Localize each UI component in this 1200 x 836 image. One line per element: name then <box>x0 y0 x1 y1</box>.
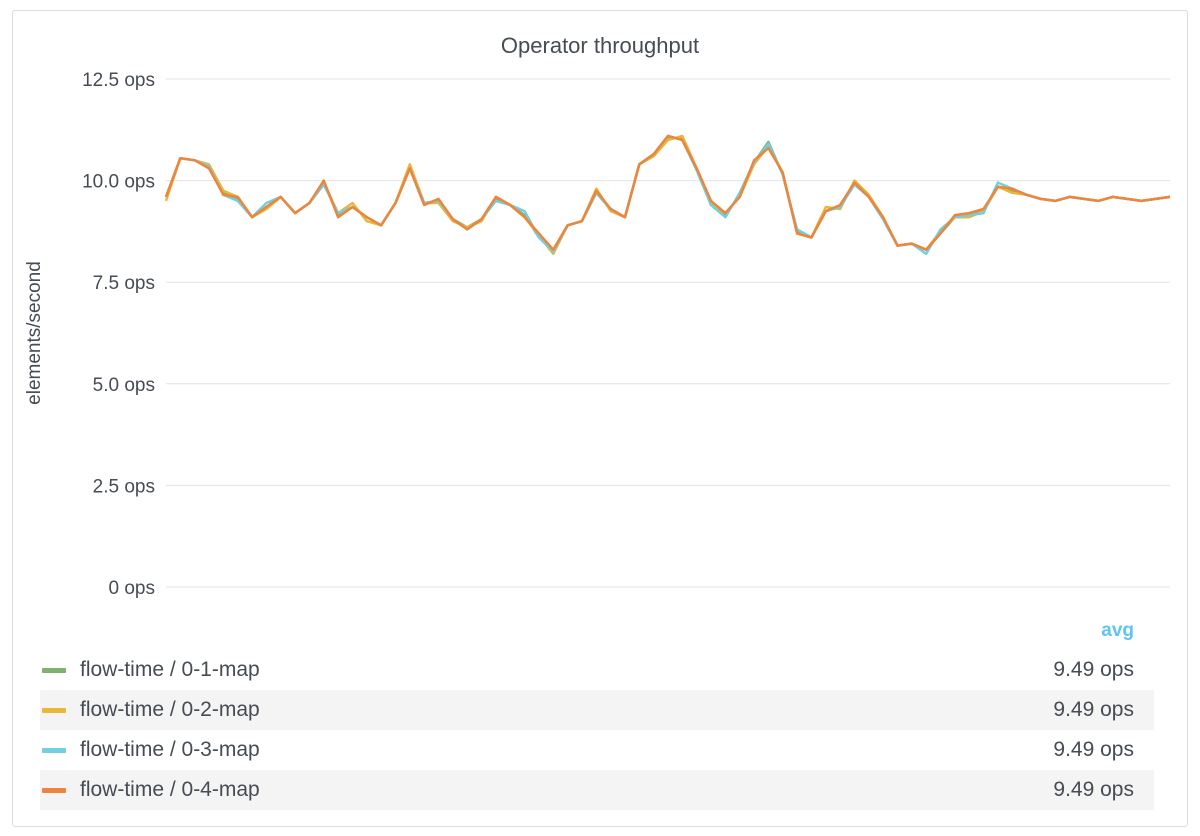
legend-swatch-icon[interactable] <box>42 667 66 673</box>
y-tick-label: 0 ops <box>109 578 155 599</box>
legend-series-name[interactable]: flow-time / 0-3-map <box>80 738 260 761</box>
y-tick-label: 10.0 ops <box>82 172 155 193</box>
legend-item[interactable]: flow-time / 0-3-map 9.49 ops <box>40 730 1154 770</box>
y-tick-label: 2.5 ops <box>93 476 155 497</box>
panel-title: Operator throughput <box>500 33 700 58</box>
series-line-4[interactable] <box>164 134 1171 251</box>
legend-avg-value: 9.49 ops <box>1053 698 1134 721</box>
legend: avg flow-time / 0-1-map 9.49 ops flow-time… <box>40 620 1154 810</box>
y-tick-label: 5.0 ops <box>93 375 155 396</box>
legend-avg-value: 9.49 ops <box>1053 658 1134 681</box>
legend-swatch-icon[interactable] <box>42 747 66 753</box>
legend-series-name[interactable]: flow-time / 0-1-map <box>80 658 260 681</box>
legend-item[interactable]: flow-time / 0-2-map 9.49 ops <box>40 690 1154 730</box>
legend-avg-value: 9.49 ops <box>1053 778 1134 801</box>
legend-rows: flow-time / 0-1-map 9.49 ops flow-time / 0… <box>40 650 1154 810</box>
legend-item[interactable]: flow-time / 0-4-map 9.49 ops <box>40 770 1154 810</box>
legend-avg-value: 9.49 ops <box>1053 738 1134 761</box>
y-tick-label: 7.5 ops <box>93 273 155 294</box>
legend-item[interactable]: flow-time / 0-1-map 9.49 ops <box>40 650 1154 690</box>
line-chart: 0 ops 2.5 ops 5.0 ops 7.5 ops 10.0 ops 12.5 o… <box>82 70 1171 599</box>
legend-series-name[interactable]: flow-time / 0-2-map <box>80 698 260 721</box>
legend-swatch-icon[interactable] <box>42 707 66 713</box>
legend-swatch-icon[interactable] <box>42 787 66 793</box>
y-tick-label: 12.5 ops <box>82 70 155 91</box>
legend-avg-header[interactable]: avg <box>1101 620 1134 641</box>
legend-series-name[interactable]: flow-time / 0-4-map <box>80 778 260 801</box>
